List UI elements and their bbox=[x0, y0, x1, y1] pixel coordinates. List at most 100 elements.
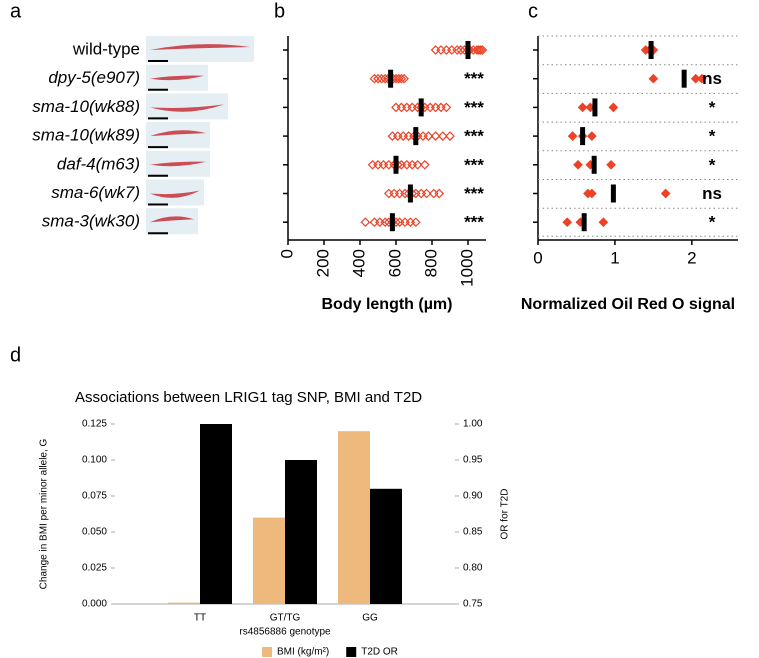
significance: *** bbox=[464, 69, 484, 88]
data-point bbox=[437, 131, 448, 141]
data-point bbox=[430, 102, 441, 113]
y2-axis-label: OR for T2D bbox=[500, 489, 511, 540]
y-tick-label: 0.100 bbox=[82, 455, 107, 466]
data-point bbox=[399, 73, 409, 84]
bar bbox=[370, 488, 402, 604]
worm bbox=[150, 216, 194, 223]
x-tick-label: 400 bbox=[349, 249, 368, 277]
data-point bbox=[475, 45, 486, 55]
data-point bbox=[400, 188, 410, 199]
data-point bbox=[392, 131, 403, 141]
legend-swatch bbox=[346, 647, 357, 657]
legend-swatch bbox=[262, 647, 272, 657]
data-point bbox=[394, 188, 405, 199]
data-point bbox=[383, 188, 394, 199]
data-point bbox=[376, 73, 387, 84]
x-tick-label: 800 bbox=[421, 249, 440, 277]
strain-label: wild-type bbox=[72, 39, 140, 58]
data-point bbox=[455, 45, 466, 55]
x-tick-label: 0 bbox=[533, 248, 542, 267]
data-point bbox=[434, 188, 445, 199]
mean-marker bbox=[389, 213, 395, 232]
worm bbox=[150, 130, 206, 137]
x-tick-label: 600 bbox=[385, 249, 404, 277]
data-point bbox=[660, 188, 671, 199]
data-point bbox=[648, 73, 659, 84]
mean-marker bbox=[388, 69, 394, 88]
data-point bbox=[360, 217, 371, 228]
mean-marker bbox=[581, 213, 587, 232]
data-point bbox=[391, 73, 401, 84]
data-point bbox=[567, 131, 578, 141]
significance: * bbox=[709, 98, 716, 117]
data-point bbox=[403, 131, 414, 141]
mean-marker bbox=[580, 127, 586, 146]
significance: *** bbox=[464, 127, 484, 146]
data-point bbox=[436, 45, 446, 55]
bar bbox=[338, 431, 370, 604]
data-point bbox=[396, 73, 407, 84]
data-point bbox=[425, 102, 436, 113]
significance: * bbox=[709, 155, 716, 174]
significance: ns bbox=[702, 69, 722, 88]
y-tick-label: 0.125 bbox=[82, 419, 107, 430]
mean-marker bbox=[610, 184, 616, 203]
mean-marker bbox=[465, 41, 471, 59]
mean-marker bbox=[407, 184, 413, 203]
bar bbox=[253, 517, 285, 604]
data-point bbox=[452, 45, 463, 55]
data-point bbox=[369, 217, 380, 228]
data-point bbox=[401, 159, 412, 170]
data-point bbox=[441, 102, 452, 113]
data-point bbox=[412, 159, 423, 170]
worm bbox=[150, 104, 224, 112]
bar bbox=[285, 460, 317, 604]
panel-label: c bbox=[528, 0, 538, 22]
y2-tick-label: 0.85 bbox=[463, 527, 483, 538]
significance: * bbox=[709, 213, 716, 232]
strain-label: sma-10(wk89) bbox=[32, 126, 140, 145]
data-point bbox=[387, 131, 398, 141]
data-point bbox=[423, 131, 434, 141]
significance: *** bbox=[464, 98, 484, 117]
y-tick-label: 0.025 bbox=[82, 563, 107, 574]
legend-label: T2D OR bbox=[361, 647, 398, 658]
panel-label: a bbox=[10, 0, 22, 22]
x-tick-label: TT bbox=[194, 613, 206, 624]
strain-label: daf-4(m63) bbox=[57, 154, 140, 173]
worm bbox=[150, 190, 200, 198]
worm bbox=[150, 161, 206, 167]
x-tick-label: 1000 bbox=[457, 249, 476, 287]
data-point bbox=[400, 217, 410, 228]
chart-title: Associations between LRIG1 tag SNP, BMI … bbox=[75, 389, 422, 406]
mean-marker bbox=[393, 155, 399, 174]
data-point bbox=[696, 73, 707, 84]
data-point bbox=[396, 102, 407, 113]
bar bbox=[200, 424, 232, 604]
data-point bbox=[436, 102, 446, 113]
mean-marker bbox=[413, 127, 419, 146]
y-axis-label: Change in BMI per minor allele, G bbox=[39, 438, 50, 589]
data-point bbox=[586, 188, 597, 199]
data-point bbox=[373, 73, 383, 84]
mean-marker bbox=[681, 69, 687, 88]
data-point bbox=[477, 45, 488, 55]
data-point bbox=[430, 45, 441, 55]
data-point bbox=[405, 217, 416, 228]
x-tick-label: GG bbox=[362, 613, 378, 624]
worm bbox=[150, 44, 250, 50]
panel-label: b bbox=[274, 0, 285, 22]
data-point bbox=[398, 131, 409, 141]
significance: * bbox=[709, 127, 716, 146]
data-point bbox=[606, 159, 616, 170]
data-point bbox=[577, 102, 588, 113]
x-axis-label: Normalized Oil Red O signal bbox=[521, 296, 735, 313]
data-point bbox=[367, 159, 378, 170]
significance: *** bbox=[464, 155, 484, 174]
data-point bbox=[393, 73, 404, 84]
y-tick-label: 0.050 bbox=[82, 527, 107, 538]
legend-label: BMI (kg/m²) bbox=[277, 647, 329, 658]
y-tick-label: 0.075 bbox=[82, 491, 107, 502]
significance: *** bbox=[464, 213, 484, 232]
data-point bbox=[608, 102, 619, 113]
